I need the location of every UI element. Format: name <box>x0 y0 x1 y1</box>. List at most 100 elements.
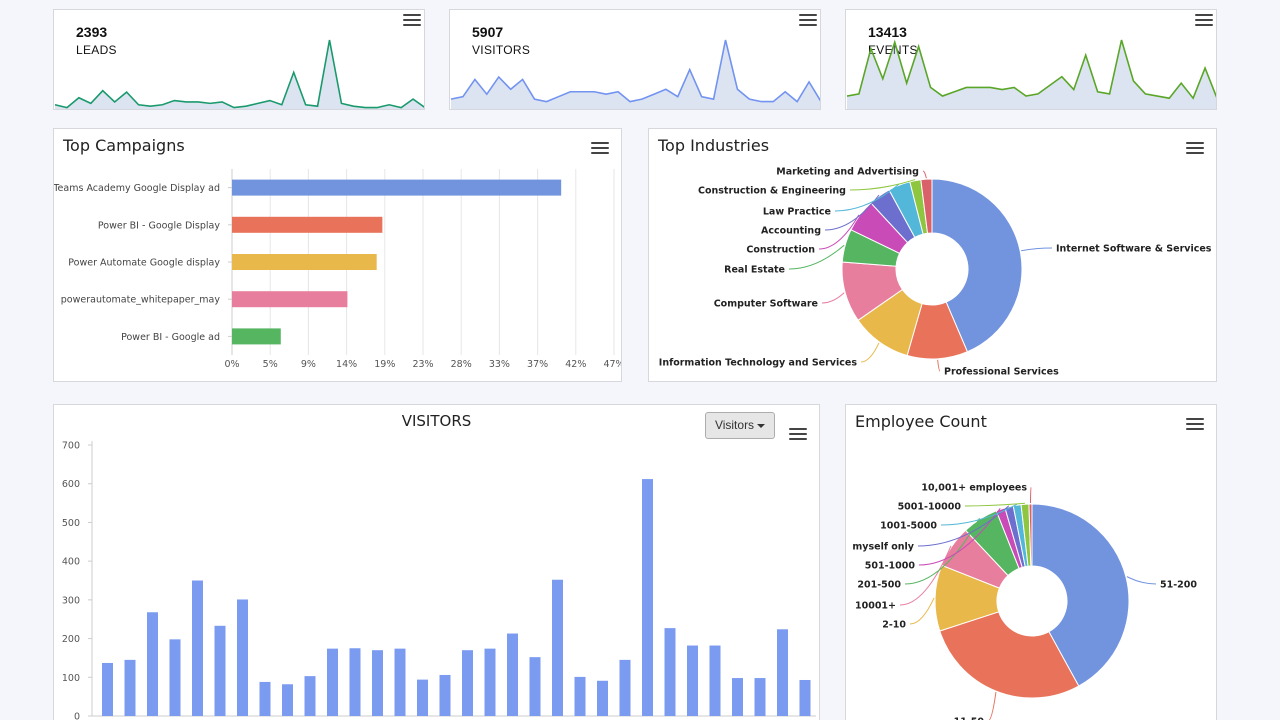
slice-label: Construction <box>746 245 815 256</box>
slice-label: 2-10 <box>882 620 906 631</box>
bar <box>417 679 428 716</box>
bar <box>349 648 361 716</box>
bar <box>552 579 563 716</box>
hamburger-menu-icon[interactable] <box>1186 142 1204 156</box>
bar <box>597 680 608 716</box>
donut-slice <box>931 178 1023 353</box>
sparkline-chart <box>846 39 1216 109</box>
leader-line <box>821 292 845 304</box>
top-campaigns-bar-chart: 0% 5% 9% 14% 19% 23% 28% 33% 37% 42% 47% Teams Acad… <box>54 169 621 370</box>
hamburger-menu-icon[interactable] <box>789 428 807 442</box>
slice-label: 5001-10000 <box>898 502 962 513</box>
kpi-label: VISITORS <box>472 43 531 57</box>
leader-line <box>899 545 952 606</box>
card-title: Top Campaigns <box>63 136 185 155</box>
y-tick-label: 400 <box>62 557 80 568</box>
bar <box>732 678 743 716</box>
kpi-card-events: 13413 EVENTS <box>845 9 1217 110</box>
slice-label: Computer Software <box>714 299 818 310</box>
bar <box>169 639 181 716</box>
x-tick-label: 0% <box>224 359 239 370</box>
y-tick-label: 100 <box>62 673 80 684</box>
top-industries-card: Top Industries Internet Software & Servi… <box>648 128 1217 382</box>
bar <box>642 479 653 716</box>
bar <box>304 676 316 716</box>
x-tick-label: 5% <box>263 359 278 370</box>
employee-count-card: Employee Count 51-200 11-50 2-10 10001+ 201-… <box>845 404 1217 720</box>
slice-label: 1001-5000 <box>880 521 937 532</box>
hamburger-menu-icon[interactable] <box>591 142 609 156</box>
bar <box>327 648 338 716</box>
visitors-dropdown-button[interactable]: Visitors <box>705 412 775 439</box>
donut-slice <box>1028 503 1033 567</box>
slice-label: Internet Software & Services <box>1056 244 1212 255</box>
dropdown-label: Visitors <box>714 418 755 432</box>
hamburger-menu-icon[interactable] <box>1186 418 1204 432</box>
leader-line <box>940 503 1018 526</box>
category-label: Power BI - Google Display <box>98 220 220 231</box>
slice-label: Marketing and Advertising <box>776 167 919 178</box>
bar <box>799 679 811 716</box>
leader-line <box>1126 576 1157 585</box>
hamburger-menu-icon[interactable] <box>799 14 817 28</box>
slice-label: 11-50 <box>954 717 985 720</box>
sparkline-line <box>450 39 820 103</box>
leader-line <box>917 505 1010 547</box>
sparkline-line <box>54 39 424 109</box>
bar <box>777 629 788 716</box>
category-label: Power Automate Google display <box>68 258 220 269</box>
leader-line <box>964 502 1025 507</box>
bar <box>394 648 406 716</box>
sparkline-area <box>55 40 424 109</box>
x-tick-label: 37% <box>527 359 548 370</box>
slice-label: Information Technology and Services <box>659 358 858 369</box>
leader-line <box>988 692 997 720</box>
employee-count-donut-chart: 51-200 11-50 2-10 10001+ 201-500 501-1000 myse… <box>852 483 1197 720</box>
leader-line <box>849 179 916 191</box>
sparkline-line <box>846 39 1216 100</box>
bar <box>237 599 248 716</box>
bar <box>507 633 518 716</box>
visitors-chart-card: VISITORS Visitors 700 600 500 400 300 200 100 0 <box>53 404 820 720</box>
slice-label: Professional Services <box>944 367 1059 378</box>
kpi-label: LEADS <box>76 43 117 57</box>
bar <box>192 580 203 716</box>
x-tick-label: 28% <box>451 359 472 370</box>
slice-label: 10,001+ employees <box>921 483 1027 494</box>
slice-label: 51-200 <box>1160 580 1197 591</box>
hamburger-menu-icon[interactable] <box>1195 14 1213 28</box>
leader-line <box>1021 247 1053 252</box>
x-tick-label: 42% <box>565 359 586 370</box>
bar <box>232 291 348 308</box>
visitors-bar-chart: 700 600 500 400 300 200 100 0 <box>62 441 816 720</box>
leader-line <box>788 244 845 270</box>
x-tick-label: 23% <box>412 359 433 370</box>
y-tick-label: 600 <box>62 479 80 490</box>
bar <box>232 254 377 270</box>
category-label: Power BI - Google ad <box>121 332 220 343</box>
bar <box>709 645 721 716</box>
chart-title: VISITORS <box>401 412 472 430</box>
slice-label: Construction & Engineering <box>698 186 846 197</box>
hamburger-menu-icon[interactable] <box>403 14 421 28</box>
bar <box>529 657 541 716</box>
x-tick-label: 14% <box>336 359 357 370</box>
card-title: Top Industries <box>658 136 770 155</box>
y-tick-label: 0 <box>74 712 80 720</box>
leader-line <box>1029 486 1032 504</box>
bar <box>484 648 496 716</box>
bar <box>147 612 158 716</box>
bar <box>282 684 293 716</box>
x-tick-label: 19% <box>374 359 395 370</box>
leader-line <box>909 597 935 625</box>
bar <box>664 628 676 716</box>
donut-slice <box>920 178 933 234</box>
slice-label: 201-500 <box>857 580 901 591</box>
bar <box>754 678 766 716</box>
caret-down-icon <box>757 423 766 428</box>
slice-label: Law Practice <box>763 207 831 218</box>
leader-line <box>834 183 900 212</box>
leader-line <box>922 170 927 179</box>
category-label: Teams Academy Google Display ad <box>54 183 220 194</box>
kpi-value: 13413 <box>868 24 907 40</box>
